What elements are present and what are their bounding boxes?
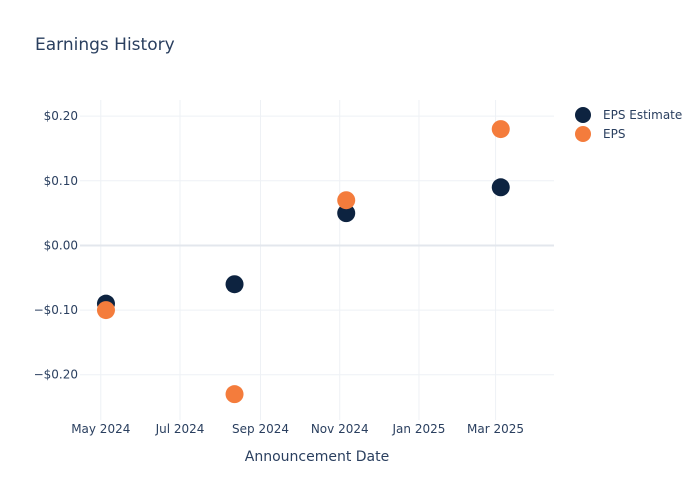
legend[interactable]: EPS Estimate EPS <box>575 107 682 142</box>
x-axis-title: Announcement Date <box>245 449 389 465</box>
legend-marker[interactable] <box>575 126 591 142</box>
eps-point[interactable] <box>337 191 356 210</box>
points-layer <box>96 120 510 404</box>
y-tick-label: $0.20 <box>44 109 78 123</box>
eps-estimate-point[interactable] <box>491 178 510 197</box>
y-tick-label: $0.00 <box>44 238 78 252</box>
y-tick-label: −$0.10 <box>34 303 78 317</box>
grid-layer <box>80 100 554 420</box>
x-tick-label: Jan 2025 <box>392 422 446 436</box>
x-tick-label: Jul 2024 <box>155 422 205 436</box>
legend-marker[interactable] <box>575 107 591 123</box>
y-tick-label: $0.10 <box>44 174 78 188</box>
x-tick-label: Sep 2024 <box>232 422 289 436</box>
x-tick-label: May 2024 <box>71 422 130 436</box>
eps-point[interactable] <box>225 385 244 404</box>
y-tick-label: −$0.20 <box>34 368 78 382</box>
x-tick-label: Mar 2025 <box>467 422 524 436</box>
eps-estimate-point[interactable] <box>225 275 244 294</box>
eps-point[interactable] <box>491 120 510 139</box>
chart-title: Earnings History <box>35 35 175 55</box>
axis-layer: May 2024 Jul 2024 Sep 2024 Nov 2024 Jan 2025… <box>34 109 524 436</box>
eps-point[interactable] <box>96 301 115 320</box>
legend-label[interactable]: EPS Estimate <box>603 108 682 122</box>
legend-label[interactable]: EPS <box>603 127 625 141</box>
x-tick-label: Nov 2024 <box>311 422 369 436</box>
eps-estimate-point[interactable] <box>337 204 356 223</box>
